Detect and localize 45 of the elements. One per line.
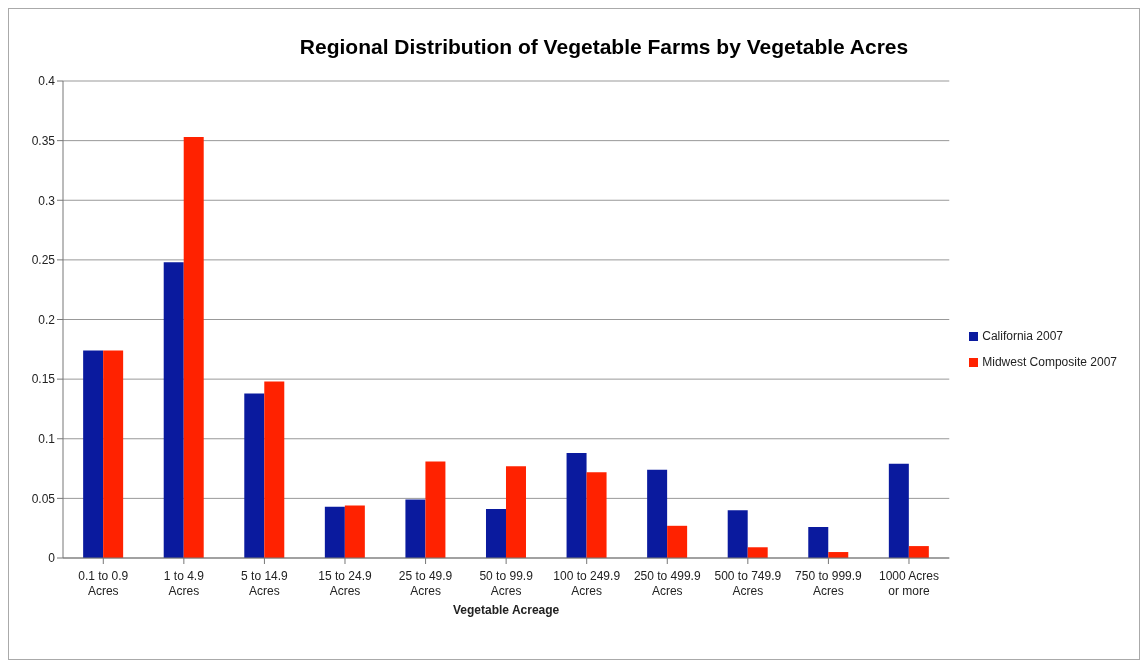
x-tick-label: 50 to 99.9 Acres (479, 569, 534, 598)
bar (647, 469, 668, 558)
y-tick-label: 0.3 (38, 193, 56, 208)
x-tick-label: 100 to 249.9 Acres (553, 569, 621, 598)
x-tick-label: 250 to 499.9 Acres (633, 569, 701, 598)
bar (163, 262, 184, 558)
bar (888, 463, 909, 558)
y-tick-label: 0.05 (31, 491, 56, 506)
x-tick-label: 1000 Acres or more (878, 569, 939, 598)
y-tick-label: 0.15 (31, 372, 56, 387)
bar (586, 472, 607, 558)
bar (727, 510, 748, 558)
bar (244, 393, 265, 558)
y-tick-label: 0.4 (38, 74, 56, 89)
bar (103, 350, 124, 558)
x-tick-label: 750 to 999.9 Acres (795, 569, 863, 598)
bar (747, 547, 768, 558)
x-tick-label: 500 to 749.9 Acres (714, 569, 782, 598)
bar (405, 499, 426, 558)
y-tick-label: 0.25 (31, 253, 56, 268)
bar (667, 525, 688, 558)
bar (344, 505, 365, 558)
y-tick-label: 0.35 (31, 133, 56, 148)
legend-label: California 2007 (982, 328, 1063, 343)
y-tick-label: 0.1 (38, 432, 56, 447)
y-tick-label: 0.2 (38, 312, 56, 327)
y-tick-label: 0 (48, 551, 56, 566)
bar (324, 506, 345, 558)
x-axis-title: Vegetable Acreage (452, 603, 560, 617)
bar (264, 381, 285, 558)
bar (505, 466, 526, 558)
legend-label: Midwest Composite 2007 (982, 354, 1117, 369)
x-tick-label: 0.1 to 0.9 Acres (78, 569, 129, 598)
x-tick-label: 1 to 4.9 Acres (163, 569, 205, 598)
x-tick-label: 25 to 49.9 Acres (398, 569, 453, 598)
bar (566, 453, 587, 558)
bar (183, 137, 204, 558)
chart-title: Regional Distribution of Vegetable Farms by Vegetable Acres (298, 34, 910, 60)
bar (425, 461, 446, 558)
x-tick-label: 5 to 14.9 Acres (241, 569, 289, 598)
x-tick-label: 15 to 24.9 Acres (318, 569, 372, 598)
bar (808, 527, 829, 558)
bar (485, 509, 506, 558)
bar (83, 350, 104, 558)
bar (908, 546, 929, 558)
